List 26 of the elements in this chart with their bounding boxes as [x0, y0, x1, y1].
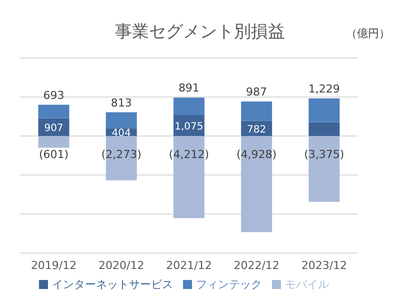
x-tick-label: 2023/12	[301, 258, 348, 272]
x-tick-label: 2019/12	[30, 258, 77, 272]
data-label: 1,229	[308, 82, 340, 96]
bar	[106, 112, 137, 128]
legend-label: インターネットサービス	[52, 278, 173, 291]
data-label: 782	[247, 124, 266, 136]
data-label: 987	[246, 86, 268, 99]
legend-label: フィンテック	[196, 278, 262, 291]
bar	[308, 98, 340, 122]
x-tick-label: 2022/12	[234, 258, 280, 272]
bar	[308, 122, 340, 136]
data-label: 1,075	[174, 122, 204, 133]
bar	[173, 98, 204, 116]
x-tick-label: 2021/12	[166, 258, 212, 272]
chart-title: 事業セグメント別損益	[115, 22, 285, 42]
data-label: 907	[44, 123, 64, 134]
data-label: (601)	[38, 148, 69, 161]
data-label: 813	[110, 96, 132, 110]
data-label: 693	[43, 88, 64, 102]
bar	[38, 136, 70, 148]
text: （億円）	[346, 26, 390, 41]
legend-label: モバイル	[285, 278, 329, 291]
bar	[38, 104, 70, 118]
bar	[241, 102, 272, 121]
data-label: 891	[178, 82, 200, 95]
x-tick-label: 2020/12	[98, 258, 144, 272]
